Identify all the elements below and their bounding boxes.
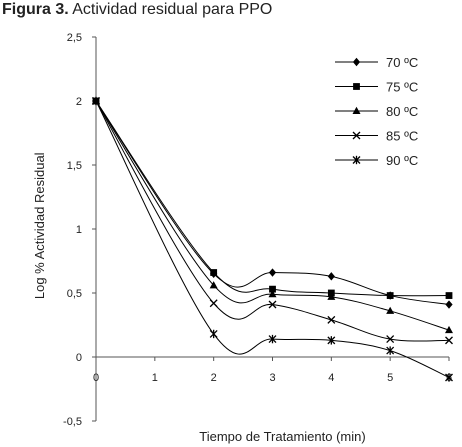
legend-marker <box>352 131 361 140</box>
legend-marker <box>352 57 361 67</box>
data-point <box>327 336 336 345</box>
marker-stroke <box>445 336 453 345</box>
legend-marker <box>352 106 361 114</box>
y-tick-label: 0,5 <box>67 288 82 300</box>
legend-marker <box>352 155 361 165</box>
y-tick-label: 1 <box>76 224 82 236</box>
x-tick-label: 4 <box>328 372 334 384</box>
series-star <box>92 96 453 382</box>
data-point <box>386 306 395 314</box>
x-tick-label: 2 <box>211 372 217 384</box>
legend-item: 85 ºC <box>335 129 418 144</box>
data-point <box>92 96 100 106</box>
y-tick-label: 1,5 <box>67 160 82 172</box>
series-triangle <box>92 96 453 334</box>
chart-legend: 70 ºC 75 ºC 80 ºC 85 ºC 90 ºC <box>335 55 418 168</box>
legend-label: 90 ºC <box>386 153 418 168</box>
legend-label: 75 ºC <box>386 80 418 95</box>
data-point <box>210 269 218 276</box>
figure-title-text: Actividad residual para PPO <box>72 1 273 18</box>
marker-stroke <box>268 300 277 309</box>
data-point <box>209 299 218 308</box>
data-point <box>445 325 453 334</box>
legend-marker <box>353 83 360 90</box>
chart-axes: -0,500,511,522,50123456 <box>63 32 452 428</box>
data-point <box>445 300 453 309</box>
data-point <box>445 292 453 299</box>
figure-title: Figura 3. Actividad residual para PPO <box>2 1 272 19</box>
y-tick-label: 2 <box>76 96 82 108</box>
marker-stroke <box>327 315 336 324</box>
legend-label: 70 ºC <box>386 55 418 70</box>
y-tick-label: 0 <box>76 352 82 364</box>
data-point <box>327 315 336 324</box>
x-tick-label: 5 <box>387 372 393 384</box>
figure-number: Figura 3. <box>2 1 69 18</box>
x-tick-label: 3 <box>269 372 275 384</box>
data-point <box>268 334 277 344</box>
data-point <box>327 292 336 300</box>
data-point <box>268 268 277 277</box>
legend-label: 80 ºC <box>386 104 418 119</box>
legend-label: 85 ºC <box>386 129 418 144</box>
data-point <box>268 300 277 309</box>
x-tick-label: 0 <box>93 372 99 384</box>
data-point <box>209 329 218 339</box>
y-tick-label: -0,5 <box>63 416 82 428</box>
y-axis-title: Log % Actividad Residual <box>32 152 47 299</box>
data-point <box>269 285 276 293</box>
x-tick-label: 1 <box>152 372 158 384</box>
data-point <box>327 272 335 281</box>
marker-stroke <box>352 131 361 140</box>
legend-item: 90 ºC <box>335 153 418 168</box>
series-lines <box>92 96 453 382</box>
data-point <box>386 335 395 344</box>
y-tick-label: 2,5 <box>67 32 82 44</box>
legend-item: 75 ºC <box>335 80 418 95</box>
legend-item: 70 ºC <box>335 55 418 70</box>
data-point <box>268 290 277 298</box>
legend-item: 80 ºC <box>335 104 418 119</box>
data-point <box>209 281 218 289</box>
data-point <box>445 373 453 382</box>
data-point <box>386 292 394 299</box>
marker-stroke <box>209 299 218 308</box>
data-point <box>445 336 453 345</box>
marker-stroke <box>386 335 395 344</box>
x-axis-title: Tiempo de Tratamiento (min) <box>199 429 365 444</box>
data-point <box>386 346 395 355</box>
